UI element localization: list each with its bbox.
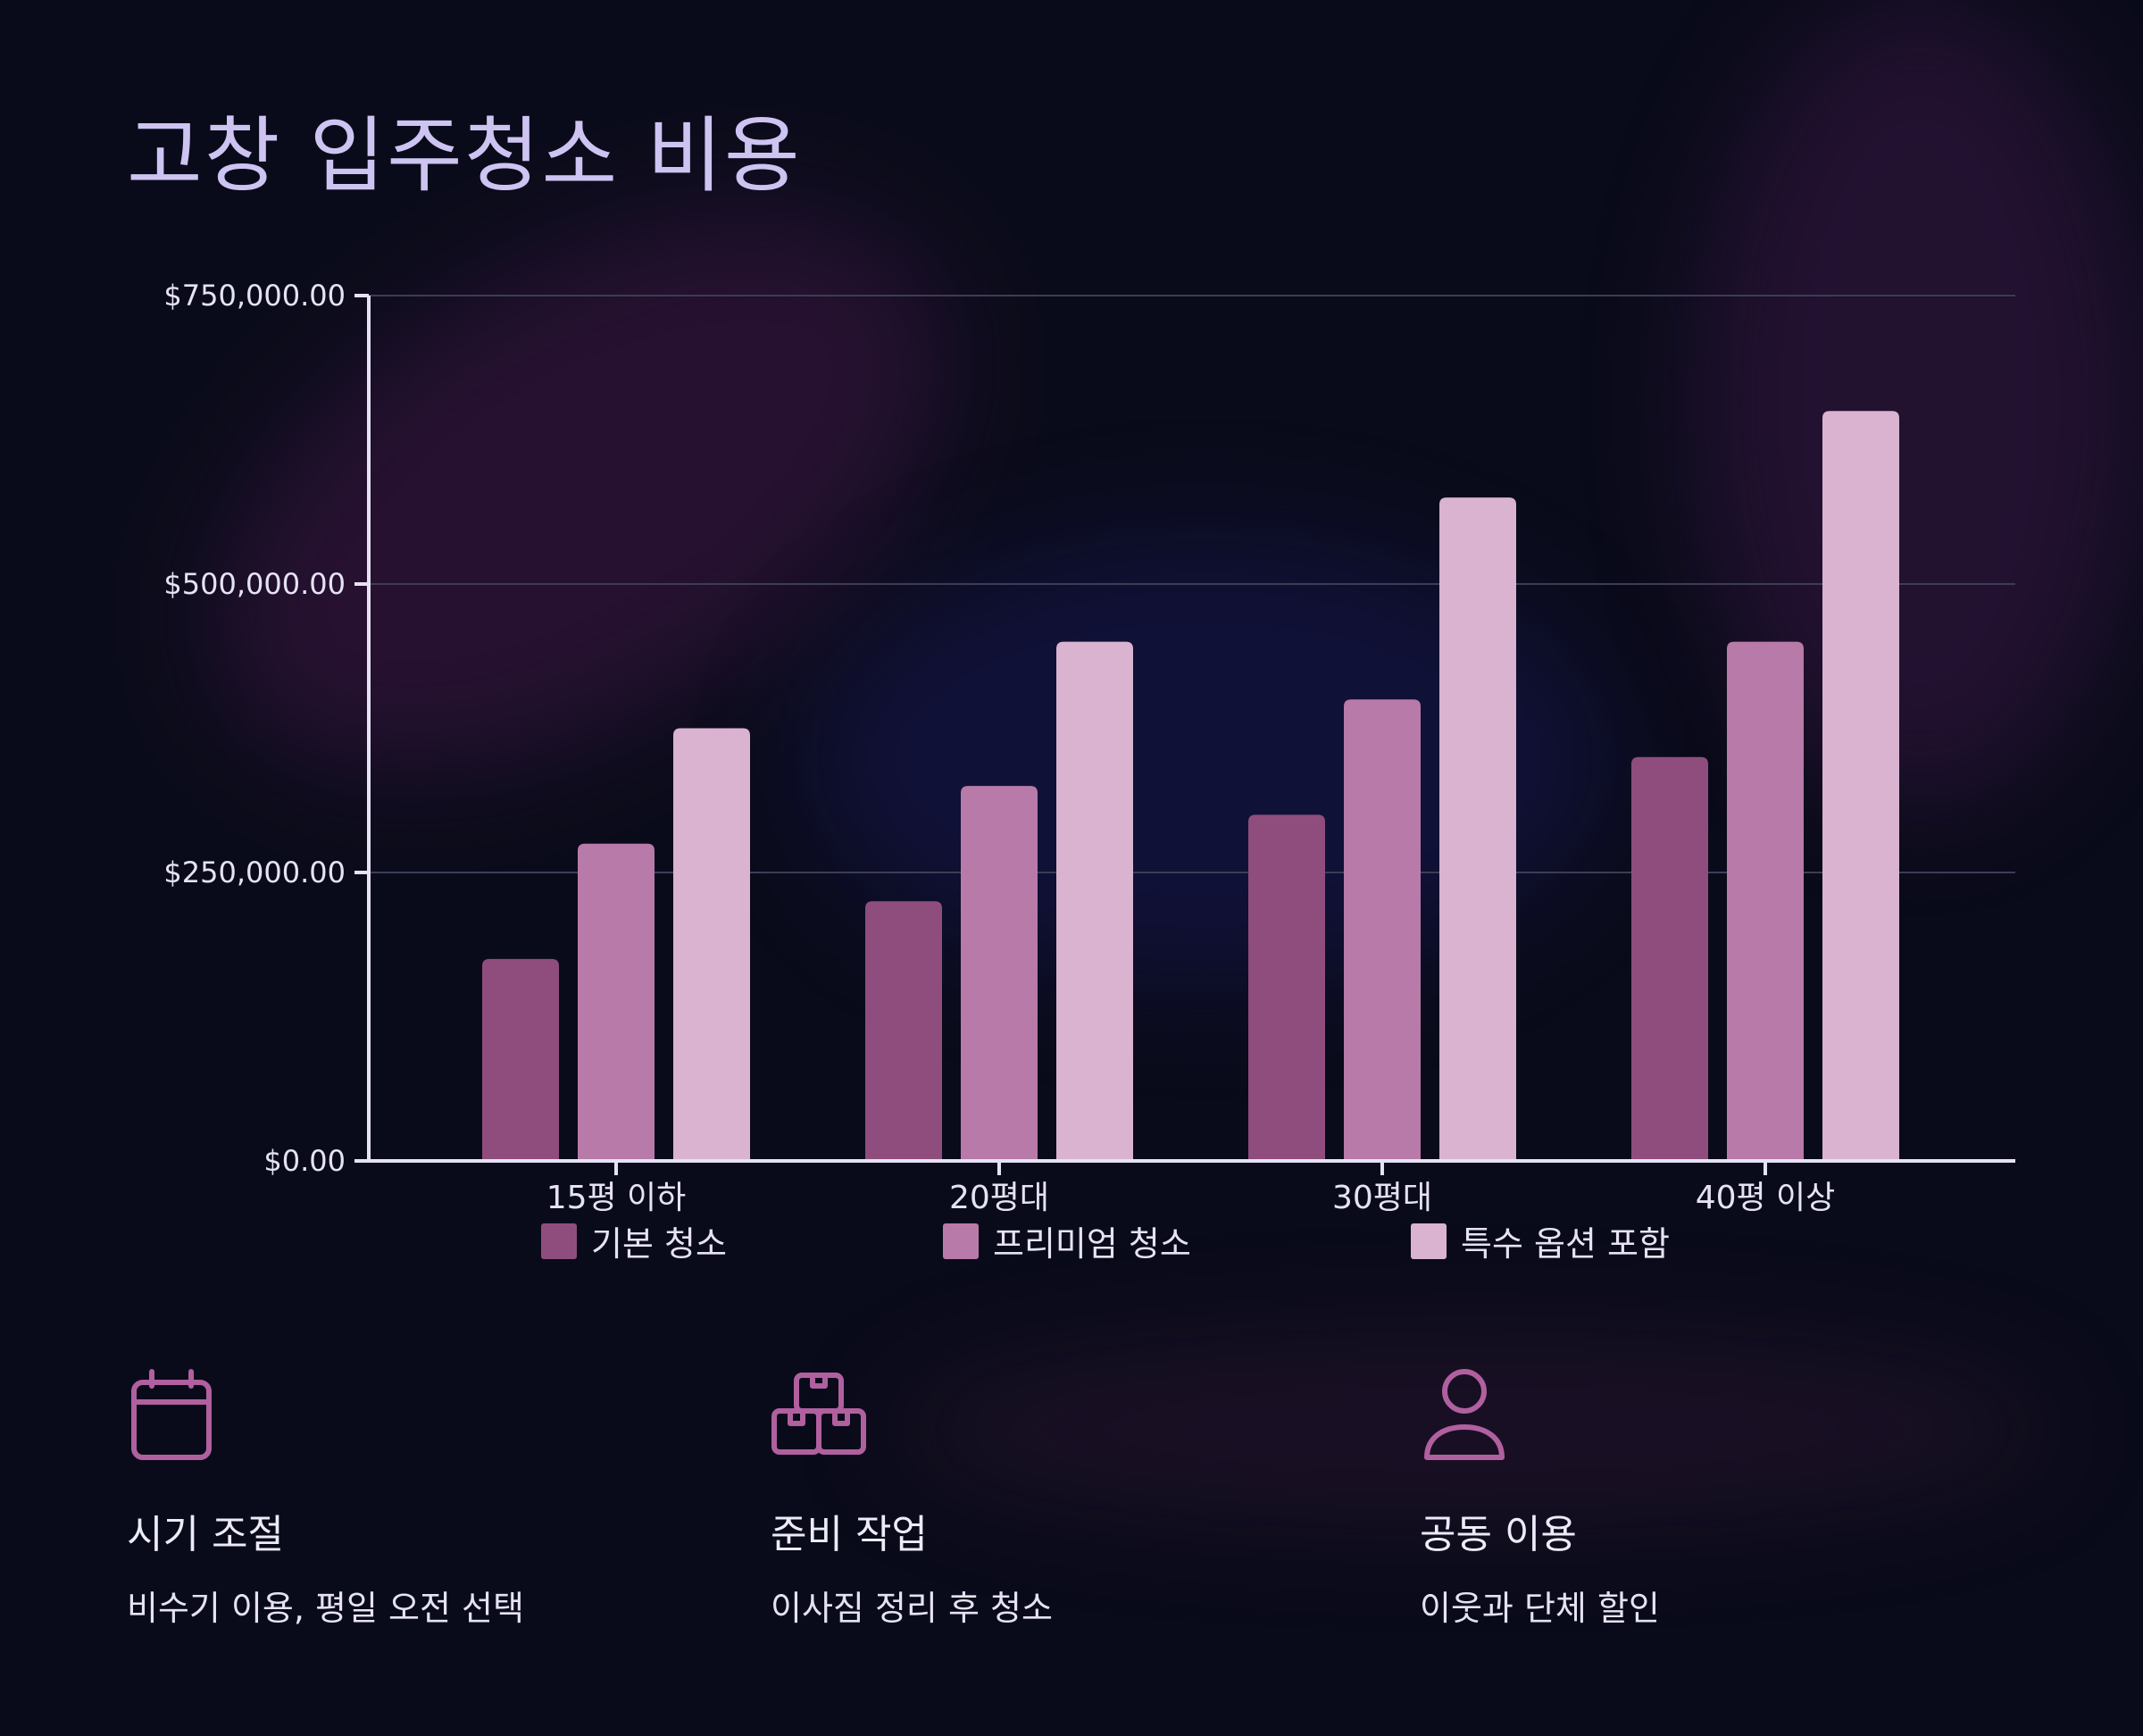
tip-text: 비수기 이용, 평일 오전 선택	[127, 1589, 524, 1628]
calendar-icon	[131, 1369, 212, 1460]
tip-group: 공동 이용 이웃과 단체 할인	[1420, 1366, 1955, 1628]
tip-heading: 준비 작업	[771, 1512, 928, 1557]
bar-1-1	[961, 786, 1038, 1161]
bar-3-2	[1822, 411, 1899, 1161]
legend-item: 기본 청소	[541, 1216, 727, 1265]
legend-label: 특수 옵션 포함	[1461, 1224, 1670, 1264]
y-tick-label: $250,000.00	[163, 855, 346, 889]
legend-label: 기본 청소	[591, 1224, 727, 1264]
bar-1-0	[865, 901, 942, 1161]
bar-0-1	[578, 843, 655, 1161]
bar-3-0	[1631, 756, 1708, 1161]
person-icon	[1424, 1369, 1505, 1460]
tip-heading: 시기 조절	[127, 1512, 284, 1557]
tip-heading: 공동 이용	[1420, 1512, 1577, 1557]
bar-0-0	[482, 958, 559, 1161]
bar-0-2	[673, 728, 750, 1161]
legend-swatch	[541, 1223, 577, 1259]
bar-1-2	[1056, 641, 1133, 1161]
legend-item: 특수 옵션 포함	[1411, 1216, 1670, 1265]
page-title: 고창 입주청소 비용	[127, 108, 802, 204]
legend-swatch	[943, 1223, 979, 1259]
x-tick-label: 20평대	[949, 1180, 1049, 1216]
y-tick-label: $750,000.00	[163, 279, 346, 313]
legend: 기본 청소 프리미엄 청소 특수 옵션 포함	[0, 1216, 2143, 1264]
legend-item: 프리미엄 청소	[943, 1216, 1191, 1265]
bar-2-0	[1248, 814, 1325, 1161]
x-tick-label: 30평대	[1332, 1180, 1432, 1216]
x-tick-label: 15평 이하	[546, 1180, 687, 1216]
legend-swatch	[1411, 1223, 1447, 1259]
tip-preparation: 준비 작업 이사짐 정리 후 청소	[771, 1366, 1306, 1628]
y-tick-label: $0.00	[263, 1144, 346, 1178]
bar-2-1	[1344, 699, 1421, 1161]
tip-timing: 시기 조절 비수기 이용, 평일 오전 선택	[127, 1366, 663, 1628]
x-tick-label: 40평 이상	[1696, 1180, 1836, 1216]
bar-3-1	[1727, 641, 1804, 1161]
bar-2-2	[1439, 497, 1516, 1161]
boxes-icon	[771, 1373, 866, 1455]
legend-label: 프리미엄 청소	[993, 1224, 1191, 1264]
tip-text: 이웃과 단체 할인	[1420, 1589, 1660, 1628]
tip-text: 이사짐 정리 후 청소	[771, 1589, 1053, 1628]
bar-chart: $0.00 $250,000.00 $500,000.00 $750,000.00 15…	[163, 279, 2015, 1216]
y-tick-label: $500,000.00	[163, 567, 346, 601]
